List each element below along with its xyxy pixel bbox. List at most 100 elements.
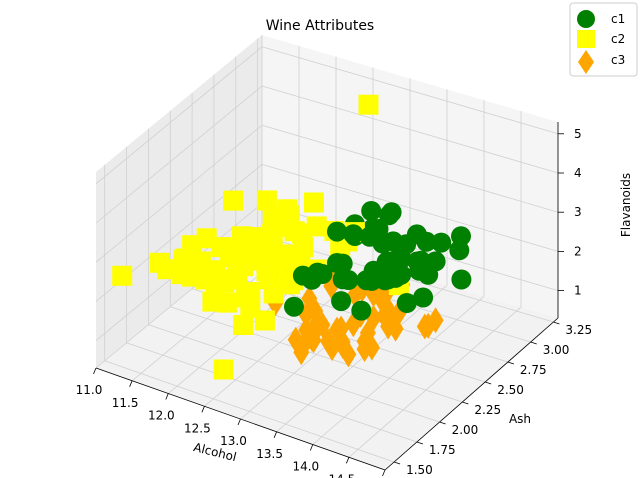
point-c2-8 bbox=[250, 237, 271, 258]
x-tick-mark bbox=[93, 367, 97, 375]
point-c1-40 bbox=[331, 291, 352, 312]
y-tick-mark bbox=[462, 401, 469, 405]
y-tick-mark bbox=[507, 361, 515, 365]
point-c2-39 bbox=[216, 292, 237, 313]
y-axis-label: Ash bbox=[509, 412, 531, 426]
point-c2-1 bbox=[233, 315, 254, 335]
legend-marker-c2 bbox=[577, 30, 595, 48]
x-tick-mark bbox=[129, 380, 133, 387]
point-c3-15 bbox=[324, 335, 341, 361]
point-c3-22 bbox=[309, 314, 326, 341]
point-c1-26 bbox=[284, 296, 304, 317]
x-tick-mark bbox=[382, 469, 386, 477]
grid-line-z bbox=[95, 85, 263, 224]
y-tick-label: 2.50 bbox=[497, 383, 524, 397]
x-tick-mark bbox=[201, 406, 205, 413]
point-c1-3 bbox=[431, 232, 452, 253]
y-tick-label: 1.50 bbox=[406, 463, 433, 477]
point-c2-25 bbox=[112, 265, 133, 286]
point-c1-14 bbox=[449, 240, 470, 261]
point-c2-59 bbox=[233, 256, 254, 277]
legend-marker-c1 bbox=[577, 10, 595, 28]
x-tick-label: 14.5 bbox=[329, 472, 356, 478]
grid-line-z bbox=[95, 124, 263, 263]
point-c2-51 bbox=[263, 283, 284, 304]
y-tick-label: 1.75 bbox=[429, 443, 456, 457]
x-tick-mark bbox=[237, 418, 241, 426]
x-tick-label: 12.5 bbox=[184, 421, 211, 435]
y-axis-line bbox=[384, 317, 559, 471]
point-c1-43 bbox=[372, 233, 393, 254]
x-tick-label: 14.0 bbox=[292, 460, 319, 474]
y-tick-mark bbox=[439, 421, 446, 425]
x-tick-mark bbox=[309, 444, 314, 451]
grid-line-z bbox=[261, 85, 559, 174]
x-tick-label: 13.0 bbox=[220, 434, 247, 448]
x-tick-mark bbox=[165, 393, 169, 400]
point-c3-39 bbox=[333, 315, 350, 342]
legend-label-c2: c2 bbox=[611, 32, 625, 46]
legend-label-c3: c3 bbox=[611, 53, 625, 67]
grid-line-y bbox=[126, 342, 418, 443]
point-c2-4 bbox=[240, 282, 261, 303]
point-c1-35 bbox=[332, 253, 353, 274]
x-tick-mark bbox=[273, 431, 277, 438]
point-c3-47 bbox=[293, 339, 310, 366]
point-c3-12 bbox=[340, 341, 357, 368]
chart-title: Wine Attributes bbox=[266, 18, 374, 34]
point-c3-19 bbox=[363, 334, 380, 361]
grid-line-y bbox=[148, 324, 440, 423]
point-c2-31 bbox=[303, 192, 324, 213]
point-c1-8 bbox=[451, 269, 472, 290]
point-c2-64 bbox=[256, 190, 277, 211]
y-tick-mark bbox=[485, 381, 492, 385]
z-tick-label: 1 bbox=[574, 284, 582, 298]
data-points bbox=[112, 94, 472, 380]
grid-line-z bbox=[95, 46, 263, 185]
point-c1-52 bbox=[351, 300, 372, 321]
point-c3-28 bbox=[416, 313, 433, 340]
z-tick-label: 4 bbox=[574, 166, 582, 180]
point-c2-30 bbox=[223, 190, 244, 211]
point-c1-42 bbox=[396, 293, 417, 313]
point-c1-15 bbox=[381, 202, 402, 223]
point-c2-0 bbox=[213, 359, 234, 380]
point-c1-2 bbox=[361, 201, 382, 221]
z-axis-label: Flavanoids bbox=[619, 173, 633, 237]
x-tick-label: 11.0 bbox=[76, 383, 103, 397]
y-tick-mark bbox=[393, 461, 401, 465]
y-tick-label: 3.00 bbox=[543, 343, 570, 357]
point-c1-6 bbox=[413, 287, 434, 308]
point-c2-35 bbox=[358, 94, 379, 115]
grid-line-z bbox=[261, 164, 559, 252]
point-c1-0 bbox=[407, 251, 428, 272]
x-tick-label: 11.5 bbox=[112, 396, 139, 410]
y-tick-label: 3.25 bbox=[565, 323, 592, 337]
point-c1-7 bbox=[391, 264, 412, 285]
y-tick-mark bbox=[553, 321, 560, 325]
grid-line-y bbox=[104, 360, 395, 463]
z-tick-label: 5 bbox=[574, 127, 582, 141]
grid-line-z bbox=[261, 46, 559, 135]
point-c2-56 bbox=[254, 310, 275, 331]
grid-line-x bbox=[312, 295, 485, 445]
point-c1-36 bbox=[374, 270, 395, 291]
grid-line-x bbox=[276, 285, 448, 433]
y-tick-label: 2.00 bbox=[452, 423, 479, 437]
grid-line-z bbox=[261, 124, 559, 213]
grid-line-x bbox=[348, 306, 522, 458]
point-c1-51 bbox=[343, 224, 364, 245]
z-tick-label: 3 bbox=[574, 205, 582, 219]
y-tick-label: 2.75 bbox=[520, 363, 547, 377]
y-tick-mark bbox=[416, 441, 424, 445]
y-tick-label: 2.25 bbox=[474, 403, 501, 417]
x-tick-label: 12.0 bbox=[148, 409, 175, 423]
legend-label-c1: c1 bbox=[611, 12, 625, 26]
point-c3-38 bbox=[387, 315, 404, 342]
x-tick-label: 13.5 bbox=[256, 447, 283, 461]
point-c1-1 bbox=[307, 262, 328, 283]
grid-line-y bbox=[170, 306, 463, 403]
point-c2-19 bbox=[211, 237, 232, 258]
point-c2-28 bbox=[256, 261, 277, 282]
